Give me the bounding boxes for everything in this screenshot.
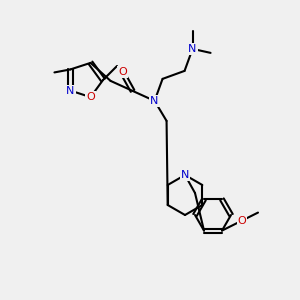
Text: N: N	[66, 85, 75, 96]
Text: N: N	[188, 44, 197, 54]
Text: O: O	[86, 92, 95, 102]
Text: N: N	[181, 170, 189, 180]
Text: O: O	[118, 67, 127, 77]
Text: O: O	[238, 216, 246, 226]
Text: N: N	[150, 96, 159, 106]
